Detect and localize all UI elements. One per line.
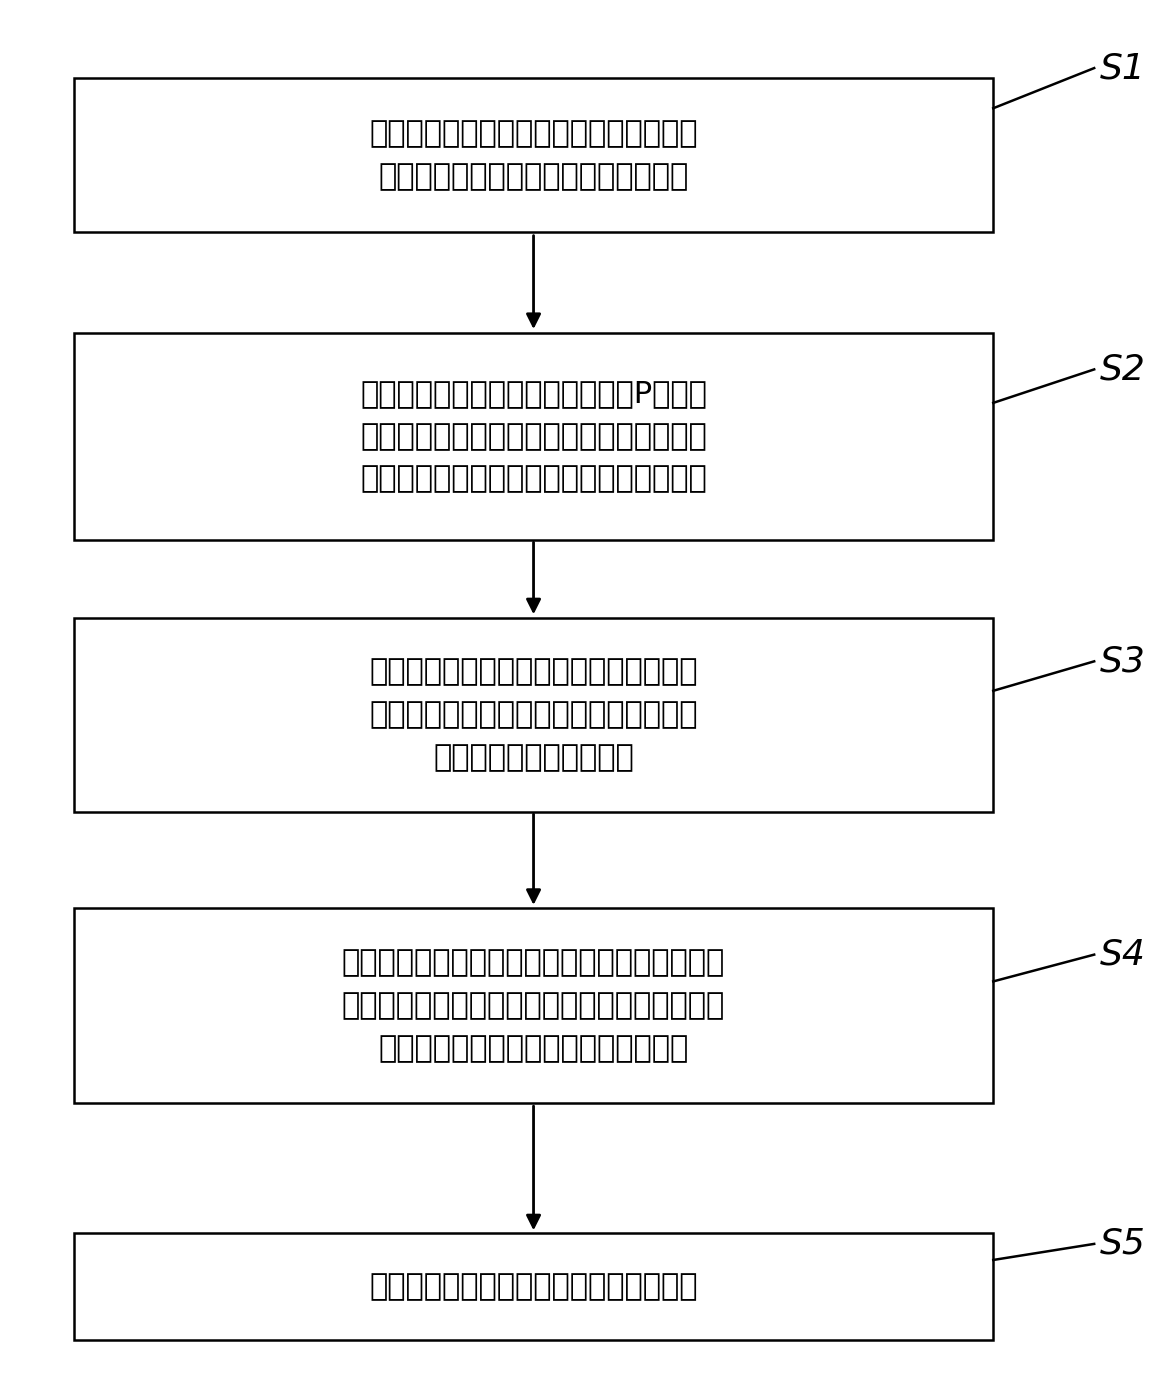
FancyBboxPatch shape: [74, 78, 993, 232]
Text: 对衬底的底面进行减薄和抛光，蒸镀阴极: 对衬底的底面进行减薄和抛光，蒸镀阴极: [369, 1272, 697, 1302]
FancyBboxPatch shape: [74, 908, 993, 1102]
Text: 对非扩散区和部分锌扩散区进行刻蚀，锌
扩散区未被刻蚀的部分为光敏区，锌扩散
区被刻蚀的部分为环形槽: 对非扩散区和部分锌扩散区进行刻蚀，锌 扩散区未被刻蚀的部分为光敏区，锌扩散 区被…: [369, 657, 697, 773]
Text: S4: S4: [1100, 937, 1146, 972]
Text: S1: S1: [1100, 52, 1146, 85]
Text: 采用锌扩散工艺对顶层上表面进行P型掺杂
，形成被掺杂的锌扩散层和未被掺杂的雪崩
增益层；锌扩散层包括非扩散区和锌扩散区: 采用锌扩散工艺对顶层上表面进行P型掺杂 ，形成被掺杂的锌扩散层和未被掺杂的雪崩 …: [360, 379, 707, 494]
Text: S2: S2: [1100, 353, 1146, 386]
FancyBboxPatch shape: [74, 618, 993, 812]
Text: S5: S5: [1100, 1226, 1146, 1261]
Text: 在非扩散区与部分环形槽的上方蒸镀绝缘层，并
在未蒸镀绝缘层的环形槽和绝缘层上方蒸镀环形
阳极，且环形阳极覆盖至少部分绝缘层: 在非扩散区与部分环形槽的上方蒸镀绝缘层，并 在未蒸镀绝缘层的环形槽和绝缘层上方蒸…: [342, 949, 725, 1063]
Text: 在衬底上依次生长缓冲层、光吸收层和顶
层；衬底、缓冲层和光吸收层构成底层: 在衬底上依次生长缓冲层、光吸收层和顶 层；衬底、缓冲层和光吸收层构成底层: [369, 119, 697, 191]
FancyBboxPatch shape: [74, 1233, 993, 1341]
FancyBboxPatch shape: [74, 332, 993, 540]
Text: S3: S3: [1100, 644, 1146, 678]
